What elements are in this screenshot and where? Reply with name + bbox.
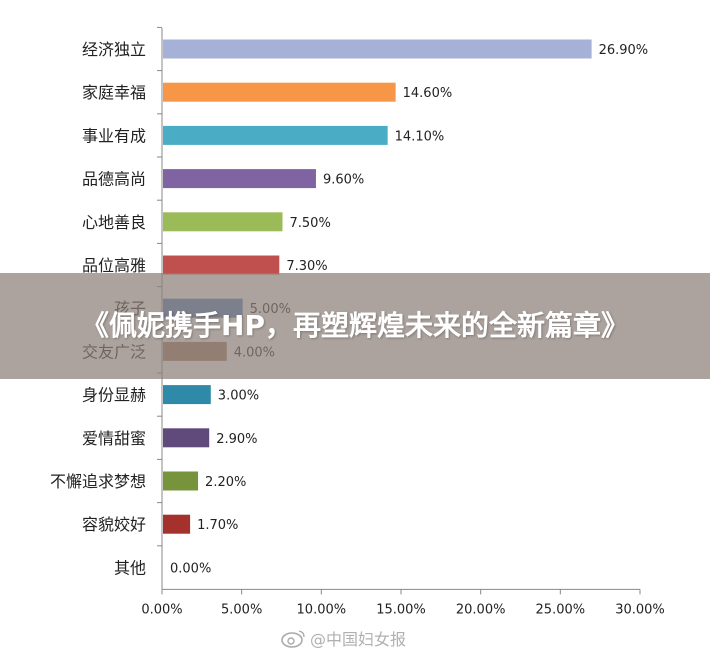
category-label: 容貌姣好 (82, 515, 146, 534)
data-label: 26.90% (599, 43, 649, 58)
data-label: 7.30% (286, 259, 327, 274)
x-tick-label: 15.00% (376, 602, 426, 617)
watermark: @中国妇女报 (280, 626, 406, 650)
x-tick-label: 10.00% (297, 602, 347, 617)
bar (163, 514, 191, 534)
bar (163, 385, 211, 405)
axis-layer: 0.00% 5.00% 10.00% 15.00% 20.00% 25.00% 30.00% (141, 26, 665, 617)
category-label: 家庭幸福 (82, 83, 146, 102)
bar (163, 255, 280, 275)
data-label: 1.70% (197, 518, 238, 533)
bar (163, 39, 592, 59)
page-title: 《佩妮携手HP，再塑辉煌未来的全新篇章》 (81, 309, 629, 342)
data-label: 2.20% (205, 475, 246, 490)
bar (163, 471, 199, 491)
category-label: 事业有成 (82, 126, 146, 145)
bar (163, 125, 388, 145)
x-tick-label: 25.00% (536, 602, 586, 617)
data-label: 2.90% (216, 432, 257, 447)
data-label: 14.10% (395, 129, 445, 144)
weibo-icon (281, 630, 305, 648)
data-label: 9.60% (323, 173, 364, 188)
bar (163, 428, 210, 448)
x-tick-label: 30.00% (615, 602, 665, 617)
data-label: 14.60% (403, 86, 453, 101)
title-banner: 《佩妮携手HP，再塑辉煌未来的全新篇章》 (0, 273, 710, 379)
category-label: 身份显赫 (82, 386, 146, 405)
bar (163, 82, 396, 102)
x-tick-label: 5.00% (221, 602, 262, 617)
category-label: 经济独立 (82, 40, 146, 59)
data-label: 0.00% (170, 561, 211, 576)
category-label: 品德高尚 (82, 170, 146, 189)
x-tick-label: 0.00% (141, 602, 182, 617)
data-label: 3.00% (218, 389, 259, 404)
category-label: 爱情甜蜜 (82, 429, 146, 448)
category-label: 不懈追求梦想 (50, 472, 146, 491)
category-label: 品位高雅 (82, 256, 146, 275)
watermark-text: @中国妇女报 (310, 630, 407, 649)
bar (163, 212, 283, 232)
bar (163, 169, 316, 189)
data-label: 7.50% (290, 216, 331, 231)
category-label: 心地善良 (82, 213, 146, 232)
category-label: 其他 (114, 558, 146, 577)
x-tick-label: 20.00% (456, 602, 506, 617)
